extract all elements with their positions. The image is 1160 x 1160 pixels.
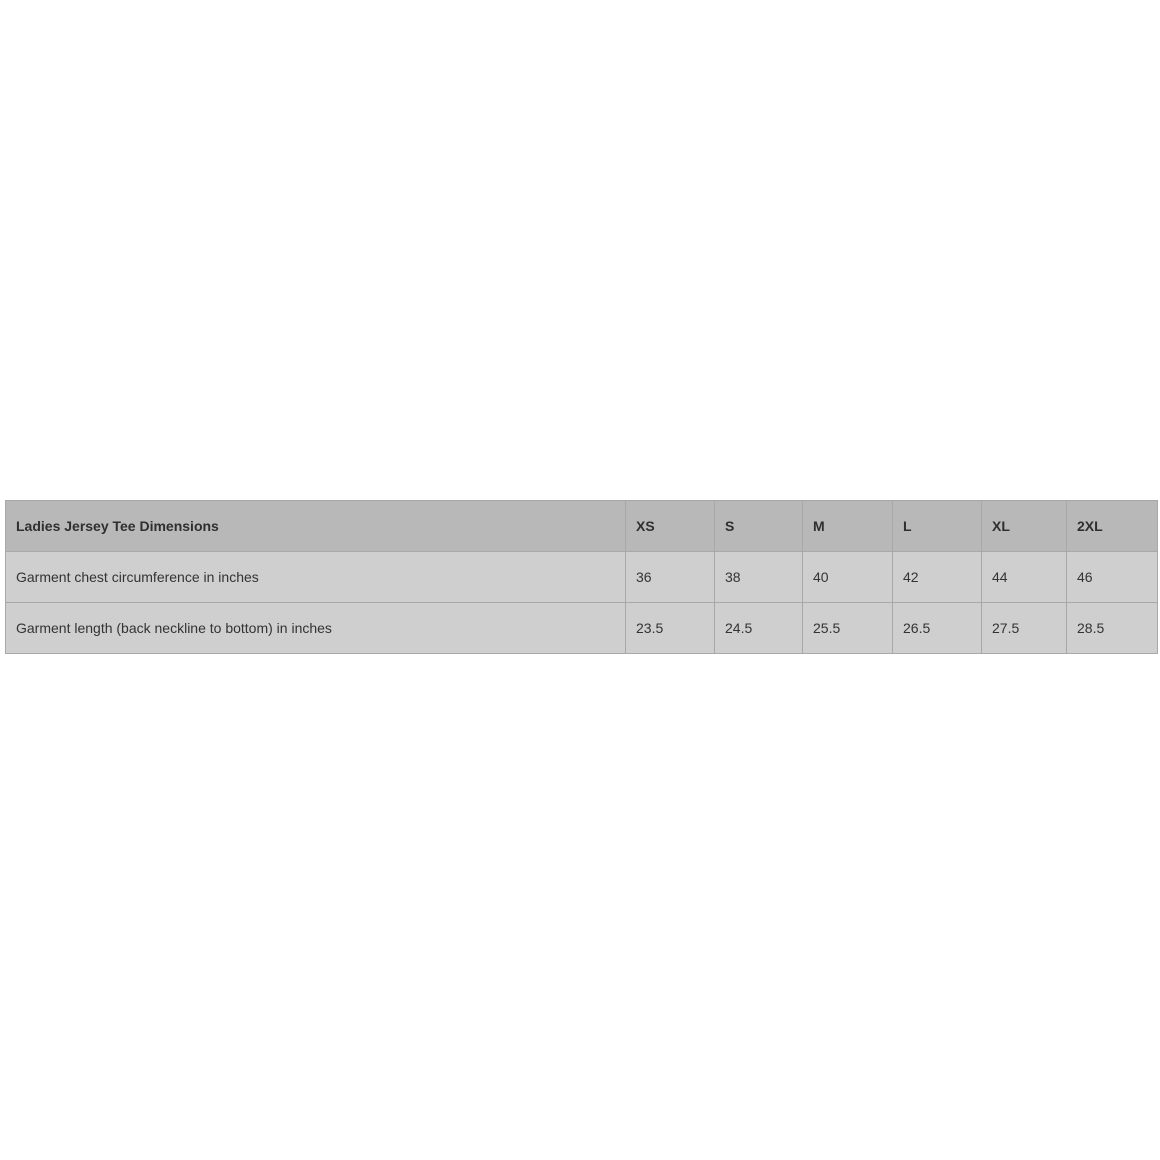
size-header: XL	[981, 500, 1067, 552]
cell-value: 24.5	[714, 602, 803, 654]
cell-value: 38	[714, 551, 803, 603]
row-label: Garment chest circumference in inches	[5, 551, 626, 603]
cell-value: 25.5	[802, 602, 893, 654]
row-label: Garment length (back neckline to bottom)…	[5, 602, 626, 654]
table-title: Ladies Jersey Tee Dimensions	[5, 500, 626, 552]
size-header: M	[802, 500, 893, 552]
size-header: 2XL	[1066, 500, 1158, 552]
cell-value: 26.5	[892, 602, 982, 654]
size-chart-table: Ladies Jersey Tee Dimensions XS S M L XL…	[5, 500, 1158, 654]
size-header: S	[714, 500, 803, 552]
cell-value: 44	[981, 551, 1067, 603]
cell-value: 36	[625, 551, 715, 603]
header-row: Ladies Jersey Tee Dimensions XS S M L XL…	[5, 500, 1158, 552]
cell-value: 40	[802, 551, 893, 603]
table-row: Garment length (back neckline to bottom)…	[5, 602, 1158, 654]
cell-value: 28.5	[1066, 602, 1158, 654]
size-header: L	[892, 500, 982, 552]
size-header: XS	[625, 500, 715, 552]
cell-value: 27.5	[981, 602, 1067, 654]
table-row: Garment chest circumference in inches 36…	[5, 551, 1158, 603]
cell-value: 23.5	[625, 602, 715, 654]
cell-value: 46	[1066, 551, 1158, 603]
cell-value: 42	[892, 551, 982, 603]
